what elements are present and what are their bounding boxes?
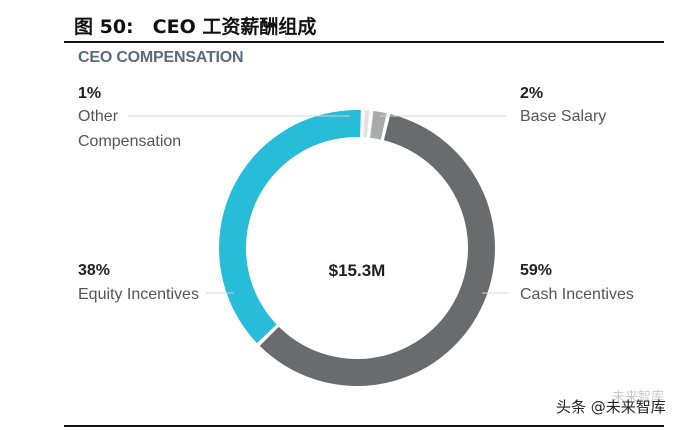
label-name-equity: Equity Incentives [78,286,199,303]
figure-title: 图 50: CEO 工资薪酬组成 [74,16,317,38]
label-name-base-salary: Base Salary [520,108,606,125]
label-name-cash: Cash Incentives [520,286,634,303]
slice-cash-incentives [259,114,495,386]
label-pct-equity: 38% [78,262,110,279]
slice-other-compensation [363,110,370,138]
top-rule [64,41,664,43]
bottom-rule [64,425,664,427]
slice-equity-incentives [219,109,361,344]
label-name-other-line1: Other [78,108,119,125]
center-total-label: $15.3M [329,261,386,280]
label-name-other-line2: Compensation [78,133,181,150]
label-pct-cash: 59% [520,262,552,279]
slice-base-salary [370,110,387,140]
label-pct-other: 1% [78,85,101,102]
label-pct-base-salary: 2% [520,85,543,102]
chart-title: CEO COMPENSATION [78,49,244,66]
watermark: 头条 @未来智库 [556,398,666,416]
donut-slices [219,109,495,386]
watermark-faint: 未来智库 [612,390,665,405]
